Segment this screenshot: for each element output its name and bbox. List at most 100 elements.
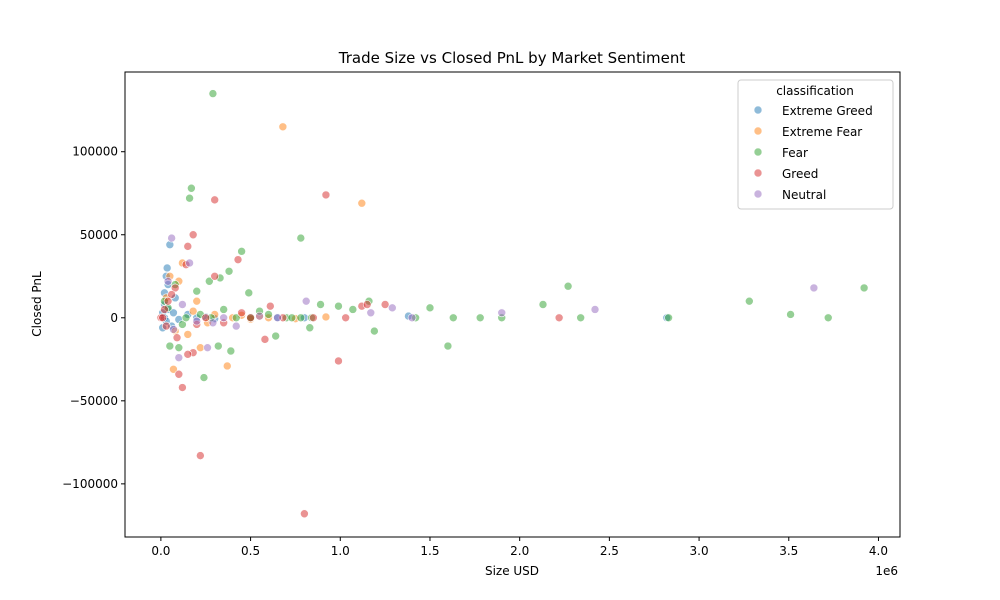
data-point — [287, 313, 297, 323]
data-point — [233, 255, 243, 264]
data-point — [300, 509, 309, 519]
data-point — [296, 233, 306, 243]
data-point — [205, 276, 214, 286]
x-axis-ticks: 0.0 0.5 1.0 1.5 2.0 2.5 3.0 3.5 4.0 — [151, 537, 888, 558]
data-point — [196, 451, 205, 460]
y-tick-label: −50000 — [70, 394, 118, 408]
data-point — [425, 303, 435, 313]
data-point — [264, 310, 273, 319]
y-tick-label: 50000 — [80, 228, 118, 242]
data-point — [208, 89, 218, 98]
data-point — [266, 301, 275, 311]
legend-label: Fear — [782, 146, 808, 160]
data-point — [321, 312, 331, 322]
data-point — [183, 330, 193, 339]
data-point — [192, 286, 202, 296]
data-point — [664, 313, 673, 323]
data-point — [172, 333, 182, 343]
data-point — [859, 283, 869, 293]
data-point — [161, 321, 171, 331]
data-point — [185, 258, 194, 268]
data-point — [222, 361, 232, 371]
data-point — [178, 300, 187, 309]
data-point — [316, 300, 325, 309]
data-point — [273, 313, 282, 323]
data-point — [321, 190, 331, 200]
data-point — [260, 335, 270, 344]
data-point — [188, 230, 198, 240]
plot-frame — [124, 71, 901, 538]
data-point — [158, 313, 167, 323]
legend-marker — [753, 189, 763, 199]
data-point — [183, 242, 193, 251]
data-point — [563, 281, 573, 291]
data-point — [809, 283, 819, 293]
data-point — [196, 343, 205, 352]
x-tick-label: 3.5 — [779, 544, 798, 558]
data-point — [309, 313, 318, 323]
x-tick-label: 1.0 — [331, 544, 350, 558]
x-tick-label: 0.5 — [241, 544, 260, 558]
data-point — [174, 369, 184, 379]
data-point — [448, 313, 458, 323]
data-point — [745, 296, 754, 306]
data-point — [231, 321, 241, 331]
x-tick-label: 3.0 — [690, 544, 709, 558]
data-point — [162, 263, 172, 273]
data-point — [169, 308, 178, 318]
data-point — [185, 193, 194, 203]
data-point — [181, 313, 191, 323]
legend-label: Greed — [782, 167, 818, 181]
x-axis-offset-label: 1e6 — [875, 564, 898, 578]
data-point — [370, 326, 379, 336]
data-point — [226, 346, 236, 356]
legend-title: classification — [776, 84, 854, 98]
plot-area — [156, 89, 869, 519]
legend-marker — [753, 147, 763, 157]
data-point — [170, 283, 180, 293]
data-point — [210, 195, 219, 205]
x-tick-label: 2.5 — [600, 544, 619, 558]
y-axis-ticks: −100000 −50000 0 50000 100000 — [62, 145, 125, 491]
x-tick-label: 1.5 — [420, 544, 439, 558]
data-point — [203, 343, 212, 352]
data-point — [554, 313, 564, 323]
data-point — [165, 341, 175, 351]
data-point — [301, 296, 311, 306]
series-neutral — [163, 233, 819, 362]
data-point — [538, 300, 548, 309]
data-point — [174, 353, 184, 362]
y-axis-label: Closed PnL — [30, 271, 44, 337]
y-tick-label: 100000 — [72, 145, 118, 159]
chart-title: Trade Size vs Closed PnL by Market Senti… — [338, 49, 686, 67]
legend-marker — [753, 105, 763, 115]
data-point — [192, 296, 202, 306]
data-point — [786, 310, 795, 319]
data-point — [169, 325, 178, 334]
data-point — [497, 308, 507, 318]
data-point — [271, 331, 280, 341]
y-tick-label: 0 — [110, 311, 118, 325]
data-point — [357, 198, 367, 208]
data-point — [387, 303, 397, 313]
data-point — [237, 308, 246, 318]
data-point — [380, 300, 390, 309]
data-point — [334, 301, 343, 311]
legend-marker — [753, 126, 763, 136]
data-point — [219, 305, 228, 314]
data-point — [183, 350, 193, 359]
legend-label: Extreme Fear — [782, 125, 862, 139]
data-point — [160, 305, 169, 314]
data-point — [823, 313, 833, 323]
data-point — [246, 313, 255, 323]
legend-items: Extreme Greed Extreme Fear Fear Greed Neutra… — [753, 104, 873, 202]
data-point — [192, 316, 202, 326]
data-point — [443, 341, 453, 351]
data-point — [237, 247, 246, 256]
data-point — [178, 320, 187, 329]
data-point — [362, 300, 372, 309]
data-point — [163, 276, 173, 286]
legend: classification Extreme Greed Extreme Fear… — [737, 79, 894, 210]
data-point — [213, 341, 223, 351]
